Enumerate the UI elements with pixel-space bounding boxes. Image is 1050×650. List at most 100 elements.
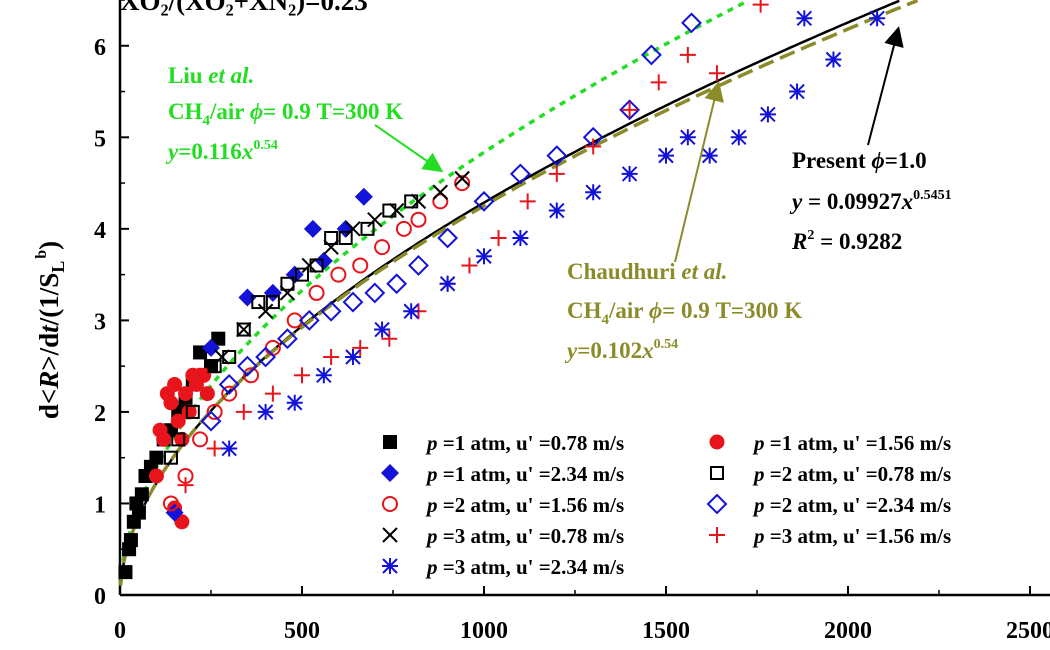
data-point — [315, 367, 332, 384]
data-point — [641, 44, 662, 66]
liu-arrow — [374, 124, 444, 173]
data-point — [218, 374, 240, 395]
data-point — [546, 145, 568, 167]
legend-label: p =2 atm, u' =2.34 m/s — [752, 493, 951, 517]
legend-item: p =2 atm, u' =0.78 m/s — [710, 462, 951, 486]
legend-item: p =3 atm, u' =0.78 m/s — [382, 524, 624, 548]
data-point — [131, 505, 146, 520]
legend-label: p =3 atm, u' =0.78 m/s — [425, 524, 624, 548]
data-point — [235, 403, 252, 420]
data-point — [301, 257, 317, 274]
axes: 0 500 1000 1500 2000 2500 0 1 2 3 4 5 6 — [94, 0, 1050, 644]
data-point — [202, 338, 220, 357]
data-point — [163, 450, 178, 465]
legend-marker — [709, 527, 725, 543]
y-tick-label: 0 — [94, 584, 106, 610]
x-tick-label: 500 — [284, 618, 320, 644]
data-point — [432, 184, 449, 200]
data-point — [364, 282, 386, 304]
data-point — [432, 193, 449, 210]
data-point — [286, 312, 303, 329]
data-point — [265, 295, 280, 310]
legend-item: p =1 atm, u' =1.56 m/s — [709, 431, 951, 455]
data-point — [789, 83, 806, 100]
data-point — [585, 184, 602, 201]
data-point — [214, 349, 230, 365]
data-point — [178, 386, 194, 402]
data-point — [461, 257, 478, 274]
data-point — [439, 275, 456, 292]
data-point — [336, 219, 355, 238]
data-point — [621, 165, 638, 182]
data-point — [548, 202, 565, 219]
legend-marker — [709, 434, 725, 450]
legend-label: p =3 atm, u' =2.34 m/s — [425, 555, 624, 579]
svg-text:CH4/air ϕ= 0.9 T=300 K: CH4/air ϕ= 0.9 T=300 K — [168, 99, 403, 129]
data-point — [255, 346, 277, 368]
data-point — [454, 175, 471, 192]
data-point — [303, 219, 322, 238]
svg-text:Present ϕ=1.0: Present ϕ=1.0 — [792, 148, 927, 173]
data-point — [352, 339, 369, 356]
annotation-liu: Liu et al. CH4/air ϕ= 0.9 T=300 K y=0.11… — [165, 63, 444, 173]
data-point — [257, 403, 274, 420]
data-point — [199, 386, 215, 402]
data-point — [277, 328, 298, 350]
data-point — [869, 10, 886, 27]
legend-item: p =3 atm, u' =2.34 m/s — [382, 555, 624, 579]
data-point — [196, 367, 212, 383]
y-tick-label: 6 — [94, 35, 106, 61]
chaudhuri-arrow — [674, 81, 724, 263]
data-point — [354, 187, 373, 206]
data-point — [221, 440, 238, 457]
data-point — [285, 265, 304, 284]
data-point — [519, 193, 536, 210]
data-point — [200, 410, 222, 432]
data-point — [679, 129, 696, 146]
data-point — [548, 165, 565, 182]
title-fragment: XO₂/(XO₂+XN₂)=0.23 — [120, 0, 368, 16]
data-point — [251, 295, 266, 310]
data-point — [123, 533, 138, 548]
data-point — [264, 385, 281, 402]
data-point — [454, 170, 470, 187]
data-point — [330, 266, 347, 283]
data-point — [679, 46, 696, 63]
data-point — [512, 230, 529, 246]
legend-item: p =2 atm, u' =1.56 m/s — [382, 493, 624, 517]
data-point — [381, 330, 398, 347]
data-point — [476, 248, 492, 265]
data-point — [681, 12, 702, 34]
legend-item: p =1 atm, u' =2.34 m/s — [381, 462, 624, 486]
data-point — [374, 239, 391, 256]
data-point — [163, 395, 179, 411]
y-tick-label: 3 — [94, 309, 106, 335]
data-point — [825, 51, 842, 68]
data-point — [403, 303, 420, 320]
y-tick-label: 2 — [94, 401, 106, 427]
data-point — [473, 190, 495, 212]
data-point — [221, 385, 238, 402]
legend-label: p =1 atm, u' =2.34 m/s — [425, 462, 624, 486]
data-point — [388, 202, 405, 219]
data-point — [408, 255, 429, 276]
legend-marker — [383, 435, 397, 449]
data-point — [279, 285, 296, 301]
legend-label: p =2 atm, u' =1.56 m/s — [425, 493, 624, 517]
data-point — [238, 288, 257, 307]
data-point — [395, 220, 412, 237]
x-tick-label: 1500 — [642, 618, 690, 644]
data-point — [263, 283, 282, 302]
data-point — [295, 267, 309, 282]
data-point — [759, 106, 776, 123]
data-point — [156, 431, 172, 447]
legend-marker — [382, 496, 398, 512]
data-point — [207, 359, 222, 374]
data-point — [658, 147, 674, 164]
legend-marker — [706, 493, 728, 515]
data-point — [323, 349, 340, 365]
data-point — [386, 273, 408, 295]
data-point — [367, 211, 383, 228]
data-point — [165, 503, 184, 522]
legend-label: p =3 atm, u' =1.56 m/s — [752, 524, 951, 548]
